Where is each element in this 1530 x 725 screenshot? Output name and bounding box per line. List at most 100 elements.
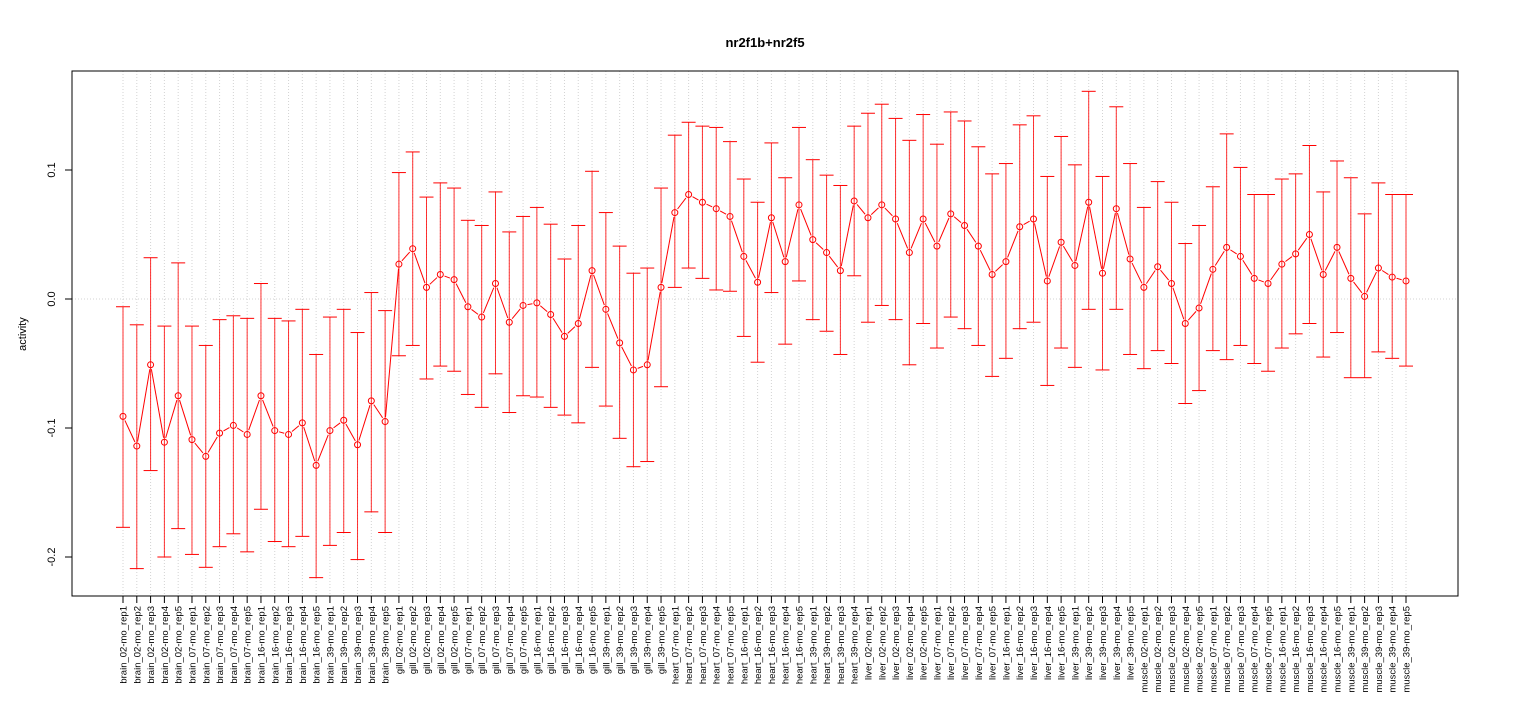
x-tick-label: brain_16-mo_rep5	[312, 606, 323, 684]
x-tick-label: muscle_39-mo_rep4	[1388, 606, 1399, 693]
x-tick-label: liver_39-mo_rep5	[1126, 606, 1137, 680]
series-line-segment	[236, 427, 244, 433]
x-tick-label: gill_02-mo_rep3	[422, 606, 433, 674]
series-line-segment	[179, 399, 192, 436]
x-tick-label: liver_39-mo_rep1	[1070, 606, 1081, 680]
data-point	[1264, 280, 1272, 288]
x-tick-label: brain_02-mo_rep2	[132, 606, 143, 684]
x-tick-label: liver_16-mo_rep5	[1057, 606, 1068, 680]
data-point	[174, 392, 182, 400]
chart-title: nr2f1b+nr2f5	[725, 35, 804, 50]
series-line-segment	[772, 221, 785, 258]
series-line-segment	[413, 252, 426, 284]
series-line-segment	[567, 326, 576, 334]
x-tick-label: liver_16-mo_rep4	[1043, 606, 1054, 680]
data-point	[1085, 198, 1093, 206]
series-line-segment	[1145, 270, 1156, 284]
series-line-segment	[870, 207, 879, 216]
data-point	[602, 305, 610, 313]
data-point	[312, 461, 320, 469]
data-point	[119, 412, 127, 420]
y-axis-label: activity	[17, 317, 29, 351]
x-tick-label: liver_07-mo_rep5	[988, 606, 999, 680]
x-tick-label: liver_07-mo_rep3	[960, 606, 971, 680]
data-point	[974, 242, 982, 250]
x-tick-label: liver_02-mo_rep1	[863, 606, 874, 680]
data-point	[1098, 269, 1106, 277]
data-point	[754, 278, 762, 286]
data-point	[1002, 258, 1010, 266]
series-line-segment	[661, 216, 675, 284]
data-point	[933, 242, 941, 250]
x-tick-label: gill_39-mo_rep3	[629, 606, 640, 674]
x-tick-label: liver_39-mo_rep3	[1098, 606, 1109, 680]
series-line-segment	[1230, 249, 1237, 255]
x-tick-label: brain_16-mo_rep1	[256, 606, 267, 684]
series-line-segment	[262, 399, 274, 427]
x-tick-label: brain_02-mo_rep4	[160, 606, 171, 684]
series-line-segment	[124, 420, 136, 443]
x-tick-label: heart_16-mo_rep2	[753, 606, 764, 684]
x-tick-label: liver_02-mo_rep3	[891, 606, 902, 680]
series-line-segment	[1048, 246, 1061, 277]
data-point	[1016, 223, 1024, 231]
series-line-segment	[137, 369, 151, 442]
series-line-segment	[745, 260, 756, 279]
data-point	[1305, 231, 1313, 238]
x-tick-label: brain_07-mo_rep3	[215, 606, 226, 684]
x-tick-label: liver_07-mo_rep4	[974, 606, 985, 680]
series-line-segment	[896, 222, 909, 249]
x-tick-label: brain_02-mo_rep3	[146, 606, 157, 684]
data-point	[285, 430, 293, 438]
x-tick-label: muscle_02-mo_rep3	[1167, 606, 1178, 693]
x-tick-label: brain_16-mo_rep3	[284, 606, 295, 684]
x-tick-label: muscle_39-mo_rep1	[1346, 606, 1357, 693]
data-point	[381, 418, 389, 426]
series-line-segment	[719, 210, 727, 215]
x-tick-label: heart_16-mo_rep4	[781, 606, 792, 684]
x-tick-label: gill_07-mo_rep1	[463, 606, 474, 674]
grid	[72, 71, 1458, 596]
series-line-segment	[1270, 267, 1280, 281]
x-tick-label: gill_16-mo_rep3	[560, 606, 571, 674]
x-tick-label: liver_07-mo_rep2	[946, 606, 957, 680]
x-tick-label: brain_07-mo_rep1	[187, 606, 198, 684]
x-tick-label: liver_16-mo_rep2	[1015, 606, 1026, 680]
data-point	[188, 436, 196, 444]
series-line-segment	[527, 303, 533, 306]
data-point	[478, 313, 486, 321]
x-tick-label: gill_07-mo_rep4	[505, 606, 516, 674]
data-point	[1112, 205, 1120, 213]
data-point	[685, 191, 693, 199]
data-point	[450, 276, 458, 284]
series-line-segment	[1285, 256, 1293, 262]
x-tick-label: brain_02-mo_rep5	[174, 606, 185, 684]
x-tick-label: muscle_39-mo_rep5	[1402, 606, 1413, 693]
series-line-segment	[482, 287, 495, 314]
series-line-segment	[1172, 287, 1185, 320]
series-line-segment	[607, 313, 619, 339]
data-point	[560, 332, 568, 340]
data-point	[533, 299, 541, 307]
series-line-segment	[856, 204, 866, 215]
data-point	[1361, 292, 1369, 300]
x-tick-label: brain_39-mo_rep4	[367, 606, 378, 684]
series-line-segment	[979, 249, 991, 271]
data-point	[698, 198, 706, 206]
data-point	[781, 258, 789, 266]
data-point	[588, 267, 596, 275]
x-tick-label: gill_02-mo_rep2	[408, 606, 419, 674]
data-point	[271, 427, 279, 435]
series-line-segment	[677, 197, 687, 210]
x-tick-label: heart_07-mo_rep3	[698, 606, 709, 684]
data-point	[464, 303, 472, 311]
data-point	[340, 416, 348, 424]
y-tick-label: -0.1	[46, 419, 58, 438]
x-tick-label: heart_07-mo_rep4	[712, 606, 723, 684]
data-point	[1333, 243, 1341, 251]
x-tick-label: liver_39-mo_rep4	[1112, 606, 1123, 680]
x-tick-label: muscle_16-mo_rep3	[1305, 606, 1316, 693]
x-tick-label: liver_16-mo_rep3	[1029, 606, 1040, 680]
data-point	[1071, 261, 1079, 269]
